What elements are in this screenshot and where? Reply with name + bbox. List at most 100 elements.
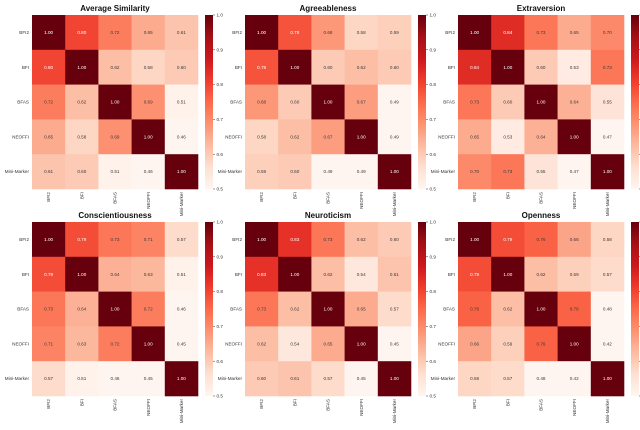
x-tick-label: BFI2 xyxy=(46,399,51,409)
heatmap-cell-neoffi-mini-marker xyxy=(164,326,199,362)
cell-value-label: 0.57 xyxy=(324,376,333,381)
colorbar xyxy=(631,222,639,396)
cell-value-label: 0.60 xyxy=(290,100,299,105)
heatmap-cell-bfi-bfas xyxy=(311,49,345,85)
heatmap-cell-bfi-neoffi xyxy=(131,49,166,85)
cell-value-label: 0.53 xyxy=(503,134,512,139)
heatmap-cell-bfi-bfas xyxy=(311,256,345,292)
cell-value-label: 0.73 xyxy=(324,237,333,242)
heatmap-cell-bfi-bfi2 xyxy=(458,256,492,292)
cell-value-label: 0.53 xyxy=(570,65,579,70)
heatmap-cell-bfi-neoffi xyxy=(344,49,379,85)
cell-value-label: 0.59 xyxy=(390,30,399,35)
y-tick-label: BFI xyxy=(448,65,455,70)
colorbar-tick-label: 0.9 xyxy=(430,254,437,259)
heatmap-cell-bfas-bfi xyxy=(491,291,525,327)
x-tick-label: BFI xyxy=(292,399,297,406)
x-tick-label: BFAS xyxy=(326,399,331,411)
cell-value-label: 0.60 xyxy=(503,100,512,105)
heatmap-cell-neoffi-bfi xyxy=(65,326,99,362)
y-tick-label: BFAS xyxy=(230,307,242,312)
cell-value-label: 0.62 xyxy=(77,100,86,105)
cell-value-label: 0.72 xyxy=(144,307,153,312)
panel-conscientiousness: Conscientiousness 1.00 0.79 0.73 0.71 0.57 0.7… xyxy=(5,211,224,423)
cell-value-label: 0.71 xyxy=(44,341,53,346)
y-tick-label: BFAS xyxy=(443,100,455,105)
y-tick-label: BFI2 xyxy=(445,30,455,35)
cell-value-label: 0.51 xyxy=(177,272,186,277)
cell-value-label: 1.00 xyxy=(603,169,612,174)
panel-title: Openness xyxy=(522,211,561,220)
cell-value-label: 0.79 xyxy=(44,272,53,277)
x-tick-label: Mini-Marker xyxy=(392,399,397,424)
panel-title: Agreeableness xyxy=(300,4,357,13)
heatmap-cell-mini-marker-bfi2 xyxy=(458,154,492,190)
x-tick-label: BFI xyxy=(79,399,84,406)
cell-value-label: 1.00 xyxy=(390,376,399,381)
heatmap-cell-bfas-bfi xyxy=(278,84,312,120)
cell-value-label: 0.73 xyxy=(537,30,546,35)
heatmap-cell-bfas-bfi xyxy=(65,84,99,120)
cell-value-label: 0.76 xyxy=(570,307,579,312)
heatmap-cell-neoffi-bfi2 xyxy=(458,119,492,155)
y-tick-label: Mini-Marker xyxy=(431,169,456,174)
panel-title: Neuroticism xyxy=(305,211,351,220)
colorbar-tick-label: 0.5 xyxy=(430,394,437,399)
cell-value-label: 1.00 xyxy=(357,341,366,346)
cell-value-label: 0.76 xyxy=(537,341,546,346)
heatmap-cell-bfi-bfi xyxy=(65,256,99,292)
colorbar-tick-label: 0.7 xyxy=(217,324,224,329)
cell-value-label: 0.46 xyxy=(177,134,186,139)
cell-value-label: 1.00 xyxy=(77,65,86,70)
heatmap-cell-neoffi-neoffi xyxy=(344,119,379,155)
cell-value-label: 0.57 xyxy=(503,376,512,381)
heatmap-cell-bfi2-mini-marker xyxy=(164,222,199,258)
heatmap-cell-bfi-mini-marker xyxy=(164,49,199,85)
cell-value-label: 0.42 xyxy=(570,376,579,381)
y-tick-label: BFI2 xyxy=(232,237,242,242)
heatmap-cell-neoffi-bfi xyxy=(491,119,525,155)
heatmap-cell-mini-marker-neoffi xyxy=(344,361,379,397)
cell-value-label: 0.54 xyxy=(290,341,299,346)
heatmap-cell-bfi2-bfi xyxy=(491,222,525,258)
cell-value-label: 0.73 xyxy=(111,237,120,242)
cell-value-label: 0.51 xyxy=(77,376,86,381)
cell-value-label: 0.67 xyxy=(324,134,333,139)
cell-value-label: 0.65 xyxy=(470,134,479,139)
cell-value-label: 0.84 xyxy=(503,30,512,35)
cell-value-label: 0.60 xyxy=(177,65,186,70)
heatmap-cell-bfas-neoffi xyxy=(557,291,592,327)
heatmap-cell-bfi2-bfi xyxy=(491,15,525,51)
heatmap-cell-bfi-mini-marker xyxy=(377,49,412,85)
colorbar-tick-label: 0.8 xyxy=(217,82,224,87)
cell-value-label: 0.73 xyxy=(603,65,612,70)
y-tick-label: BFI xyxy=(22,272,29,277)
heatmap-cell-mini-marker-neoffi xyxy=(131,361,166,397)
heatmap-cell-bfas-mini-marker xyxy=(590,291,625,327)
cell-value-label: 0.57 xyxy=(44,376,53,381)
cell-value-label: 0.62 xyxy=(290,307,299,312)
colorbar-tick-label: 1.0 xyxy=(430,13,437,18)
cell-value-label: 0.78 xyxy=(290,30,299,35)
x-tick-label: BFAS xyxy=(539,399,544,411)
cell-value-label: 0.51 xyxy=(177,100,186,105)
x-tick-label: Mini-Marker xyxy=(605,399,610,424)
cell-value-label: 1.00 xyxy=(324,100,333,105)
heatmap-cell-bfi2-mini-marker xyxy=(377,15,412,51)
heatmap-cell-bfi2-bfas xyxy=(311,15,345,51)
heatmap-cell-bfas-bfi2 xyxy=(32,291,66,327)
cell-value-label: 0.46 xyxy=(177,307,186,312)
heatmap-cell-bfi-bfi2 xyxy=(32,49,66,85)
x-tick-label: NEOFFI xyxy=(146,192,151,209)
heatmap-cell-bfi-bfi xyxy=(491,49,525,85)
heatmap-cell-neoffi-bfi xyxy=(491,326,525,362)
cell-value-label: 0.49 xyxy=(390,100,399,105)
panel-title: Extraversion xyxy=(517,4,566,13)
y-tick-label: Mini-Marker xyxy=(218,376,243,381)
cell-value-label: 0.45 xyxy=(390,341,399,346)
heatmap-cell-bfi-bfi2 xyxy=(458,49,492,85)
cell-value-label: 0.70 xyxy=(603,30,612,35)
y-tick-label: Mini-Marker xyxy=(5,169,30,174)
heatmap-cell-bfi-bfi xyxy=(65,49,99,85)
